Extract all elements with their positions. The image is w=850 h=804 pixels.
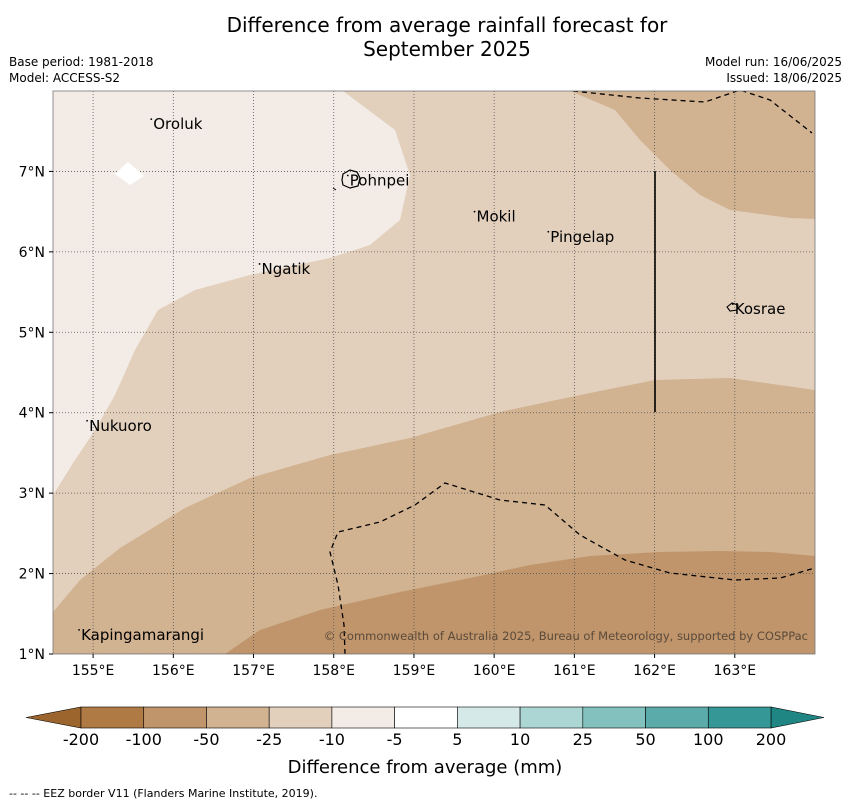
place-label-nukuoro: Nukuoro — [89, 417, 152, 435]
colorbar-segment — [707, 706, 772, 729]
lon-tick-label: 161°E — [553, 663, 596, 679]
colorbar-label: 25 — [573, 730, 593, 749]
lon-tick-label: 158°E — [312, 663, 355, 679]
model-run-label: Model run: 16/06/2025 — [704, 55, 842, 69]
colorbar-label: -200 — [63, 730, 99, 749]
colorbar-label: -10 — [319, 730, 345, 749]
place-labels: Oroluk Pohnpei Mokil Pingelap Ngatik Kosrae Nu… — [78, 115, 785, 644]
place-label-kosrae: Kosrae — [735, 300, 786, 318]
colorbar-segment — [582, 706, 646, 729]
lat-tick-label: 4°N — [19, 406, 45, 422]
colorbar-title: Difference from average (mm) — [288, 757, 563, 778]
lon-tick-label: 162°E — [633, 663, 676, 679]
lat-tick-label: 7°N — [19, 164, 45, 180]
colorbar-under-arrow — [25, 706, 82, 729]
lon-tick-label: 157°E — [232, 663, 275, 679]
colorbar-segment — [331, 706, 395, 729]
lat-tick-label: 6°N — [19, 245, 45, 261]
colorbar-label: 50 — [635, 730, 655, 749]
map-frame — [52, 90, 816, 655]
chart-title-line1: Difference from average rainfall forecas… — [226, 13, 668, 37]
colorbar-label: 200 — [756, 730, 787, 749]
colorbar-label: -100 — [126, 730, 162, 749]
reef-shape — [115, 162, 144, 185]
zone-minus10 — [53, 91, 410, 495]
colorbar-label: -5 — [387, 730, 403, 749]
lat-tick-label: 2°N — [19, 567, 45, 583]
colorbar-segment — [80, 706, 145, 729]
place-marker — [258, 263, 261, 265]
zone-minus50-ne — [570, 91, 815, 219]
colorbar: -200 -100 -50 -25 -10 -5 5 10 25 50 100 200 — [25, 706, 825, 749]
colorbar-segment — [645, 706, 709, 729]
map-area: Oroluk Pohnpei Mokil Pingelap Ngatik Kosrae Nu… — [53, 91, 815, 654]
colorbar-label: 10 — [510, 730, 530, 749]
place-marker — [78, 628, 80, 631]
place-marker — [731, 303, 734, 306]
colorbar-label: -50 — [193, 730, 219, 749]
place-marker — [547, 230, 550, 233]
kosrae-island — [726, 302, 739, 312]
lat-tick-label: 5°N — [19, 325, 45, 341]
colorbar-segment — [268, 706, 333, 729]
chart-title-line2: September 2025 — [363, 37, 531, 61]
place-marker — [473, 210, 476, 213]
lon-tick-label: 156°E — [152, 663, 195, 679]
colorbar-over-arrow — [770, 706, 825, 729]
colorbar-label: 5 — [452, 730, 462, 749]
colorbar-segment — [519, 706, 584, 729]
place-marker — [346, 174, 349, 177]
lon-tick-label: 163°E — [714, 663, 757, 679]
lon-tick-label: 160°E — [473, 663, 516, 679]
copyright-text: © Commonwealth of Australia 2025, Bureau… — [324, 629, 808, 643]
place-label-pohnpei: Pohnpei — [350, 171, 410, 189]
model-label: Model: ACCESS-S2 — [9, 71, 121, 85]
place-marker — [86, 419, 88, 422]
base-period-label: Base period: 1981-2018 — [9, 55, 154, 69]
colorbar-segment — [457, 706, 521, 729]
place-label-mokil: Mokil — [477, 208, 516, 226]
colorbar-label: 100 — [693, 730, 724, 749]
pohnpei-island — [341, 169, 361, 189]
place-label-oroluk: Oroluk — [153, 115, 202, 133]
latitude-ticks: 1°N 2°N 3°N 4°N 5°N 6°N 7°N — [19, 164, 53, 663]
place-label-ngatik: Ngatik — [262, 260, 311, 278]
issued-label: Issued: 18/06/2025 — [726, 71, 842, 85]
eez-footnote: -- -- -- EEZ border V11 (Flanders Marine… — [9, 787, 317, 800]
lon-tick-label: 159°E — [393, 663, 436, 679]
place-marker — [150, 118, 153, 121]
lon-tick-label: 155°E — [72, 663, 115, 679]
colorbar-segment — [206, 706, 270, 729]
place-label-pingelap: Pingelap — [550, 228, 614, 246]
colorbar-segment — [394, 706, 458, 729]
lat-tick-label: 1°N — [19, 647, 45, 663]
zone-minus100 — [225, 551, 815, 654]
lat-tick-label: 3°N — [19, 486, 45, 502]
eez-border — [329, 91, 815, 654]
colorbar-segment — [143, 706, 207, 729]
place-label-kapingamarangi: Kapingamarangi — [81, 626, 204, 644]
colorbar-label: -25 — [256, 730, 282, 749]
longitude-ticks: 155°E 156°E 157°E 158°E 159°E 160°E 161°E 162°E… — [72, 654, 756, 679]
ant-atoll — [332, 187, 337, 191]
